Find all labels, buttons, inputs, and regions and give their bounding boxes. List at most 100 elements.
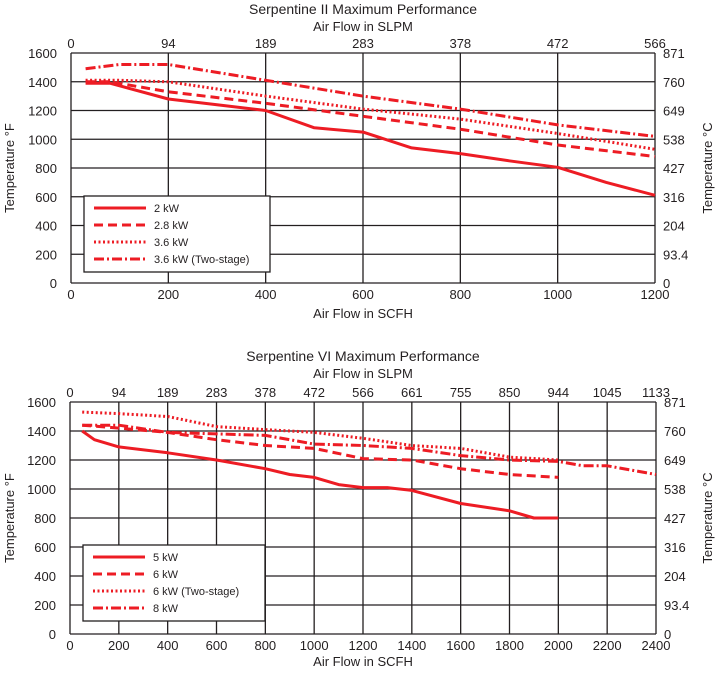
x-axis-label: Air Flow in SCFH [313, 654, 413, 669]
x2-tick-label: 472 [303, 385, 325, 400]
legend-label: 6 kW [153, 569, 179, 581]
x-tick-label: 1000 [300, 638, 329, 653]
x-tick-label: 400 [157, 638, 179, 653]
serpentine-ii-chart: Serpentine II Maximum Performance Air Fl… [2, 1, 715, 321]
y2-tick-label: 204 [663, 219, 685, 234]
y2-tick-label: 649 [664, 453, 686, 468]
x2-tick-label: 1045 [593, 385, 622, 400]
y-tick-label: 1000 [27, 482, 56, 497]
legend-label: 5 kW [153, 552, 179, 564]
y2-axis-label: Temperature °C [700, 472, 715, 563]
y2-tick-label: 316 [663, 190, 685, 205]
x2-tick-label: 283 [352, 36, 374, 51]
y2-tick-label: 427 [664, 511, 686, 526]
x-axis-label: Air Flow in SCFH [313, 306, 413, 321]
y-tick-label: 800 [34, 511, 56, 526]
x-tick-label: 1800 [495, 638, 524, 653]
series-line-6-kw-two-stage- [82, 410, 559, 462]
x2-tick-label: 0 [66, 385, 73, 400]
legend-label: 6 kW (Two-stage) [153, 586, 239, 598]
y2-tick-label: 760 [664, 424, 686, 439]
y-tick-label: 1400 [27, 424, 56, 439]
y-tick-label: 1000 [28, 132, 57, 147]
x-tick-label: 1400 [397, 638, 426, 653]
x-tick-label: 800 [254, 638, 276, 653]
x2-tick-label: 661 [401, 385, 423, 400]
y-axis-label: Temperature °F [2, 473, 17, 563]
x2-axis-label: Air Flow in SLPM [313, 366, 413, 381]
chart-title: Serpentine VI Maximum Performance [246, 348, 480, 364]
y2-tick-label: 871 [664, 395, 686, 410]
y2-tick-label: 760 [663, 75, 685, 90]
x-tick-label: 2400 [642, 638, 671, 653]
y2-axis-label: Temperature °C [700, 122, 715, 213]
x2-tick-label: 378 [449, 36, 471, 51]
x2-tick-label: 94 [112, 385, 126, 400]
x-tick-label: 600 [352, 287, 374, 302]
x-tick-label: 400 [255, 287, 277, 302]
series-line-2-8-kw [85, 80, 656, 158]
y2-tick-label: 538 [663, 132, 685, 147]
legend-label: 2.8 kW [154, 220, 189, 232]
series-line-8-kw [82, 423, 657, 476]
x2-tick-label: 472 [547, 36, 569, 51]
x2-tick-label: 94 [161, 36, 175, 51]
x2-tick-label: 189 [157, 385, 179, 400]
x2-tick-label: 944 [547, 385, 569, 400]
x2-tick-label: 850 [499, 385, 521, 400]
y-tick-label: 1600 [28, 46, 57, 61]
y-tick-label: 200 [34, 598, 56, 613]
y2-tick-label: 93.4 [664, 598, 689, 613]
legend-label: 3.6 kW (Two-stage) [154, 254, 249, 266]
series-line-6-kw [82, 423, 559, 479]
y-tick-label: 0 [49, 627, 56, 642]
x-tick-label: 1200 [641, 287, 670, 302]
y2-tick-label: 0 [663, 276, 670, 291]
series-line-3-6-kw-two-stage- [85, 63, 656, 138]
y2-tick-label: 204 [664, 569, 686, 584]
x2-tick-label: 189 [255, 36, 277, 51]
y2-tick-label: 871 [663, 46, 685, 61]
y-tick-label: 0 [50, 276, 57, 291]
y-tick-label: 800 [35, 161, 57, 176]
y2-tick-label: 316 [664, 540, 686, 555]
x2-tick-label: 755 [450, 385, 472, 400]
x-tick-label: 0 [66, 638, 73, 653]
x-tick-label: 200 [157, 287, 179, 302]
series-line-2-kw [85, 81, 656, 197]
y-tick-label: 400 [35, 219, 57, 234]
legend-label: 3.6 kW [154, 237, 189, 249]
x-tick-label: 1600 [446, 638, 475, 653]
x-tick-label: 800 [449, 287, 471, 302]
y2-tick-label: 538 [664, 482, 686, 497]
y2-tick-label: 649 [663, 104, 685, 119]
y-tick-label: 1600 [27, 395, 56, 410]
series-line-3-6-kw [85, 78, 656, 151]
x-tick-label: 200 [108, 638, 130, 653]
chart-title: Serpentine II Maximum Performance [249, 1, 477, 17]
x2-tick-label: 1133 [642, 385, 670, 400]
x-tick-label: 2000 [544, 638, 573, 653]
x-tick-label: 0 [67, 287, 74, 302]
y-tick-label: 1200 [27, 453, 56, 468]
y-tick-label: 1200 [28, 104, 57, 119]
series-line-5-kw [81, 429, 559, 520]
y2-tick-label: 93.4 [663, 247, 688, 262]
y-tick-label: 1400 [28, 75, 57, 90]
y2-tick-label: 0 [664, 627, 671, 642]
y-tick-label: 600 [35, 190, 57, 205]
y-tick-label: 600 [34, 540, 56, 555]
x-tick-label: 600 [206, 638, 228, 653]
x-tick-label: 1200 [349, 638, 378, 653]
x2-tick-label: 0 [67, 36, 74, 51]
x2-tick-label: 283 [206, 385, 228, 400]
x-tick-label: 1000 [543, 287, 572, 302]
legend-label: 2 kW [154, 203, 180, 215]
y-tick-label: 400 [34, 569, 56, 584]
x-tick-label: 2200 [593, 638, 622, 653]
legend-label: 8 kW [153, 603, 179, 615]
y-tick-label: 200 [35, 247, 57, 262]
serpentine-vi-chart: Serpentine VI Maximum Performance Air Fl… [2, 348, 715, 669]
x2-tick-label: 566 [644, 36, 666, 51]
